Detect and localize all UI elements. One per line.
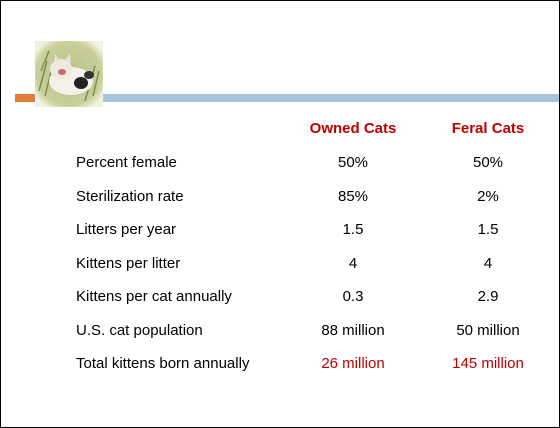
kitten-photo [35, 41, 103, 107]
cell-value: 2% [477, 187, 499, 205]
cell-value: 145 million [452, 355, 524, 372]
row-label: Litters per year [76, 221, 177, 238]
cell-value: 4 [483, 254, 493, 272]
column-header: Owned Cats [309, 120, 397, 137]
cell-value: 1.5 [342, 221, 364, 238]
column-header: Feral Cats [451, 120, 525, 137]
row-label: Kittens per litter [76, 254, 181, 272]
cell-value: 50% [337, 154, 369, 171]
cell-value: 1.5 [477, 221, 499, 238]
row-label: Total kittens born annually [76, 355, 250, 372]
row-label: Percent female [76, 154, 177, 171]
row-label: Sterilization rate [76, 187, 184, 205]
row-label: U.S. cat population [76, 321, 203, 339]
row-label: Kittens per cat annually [76, 288, 232, 305]
accent-bar [101, 94, 559, 102]
cell-value: 2.9 [477, 288, 499, 305]
cell-value: 50 million [456, 321, 520, 339]
cell-value: 0.3 [342, 288, 364, 305]
cell-value: 88 million [321, 321, 385, 339]
cell-value: 4 [348, 254, 358, 272]
cell-value: 50% [472, 154, 504, 171]
cell-value: 26 million [321, 355, 385, 372]
accent-bar [15, 94, 37, 102]
cell-value: 85% [337, 187, 369, 205]
